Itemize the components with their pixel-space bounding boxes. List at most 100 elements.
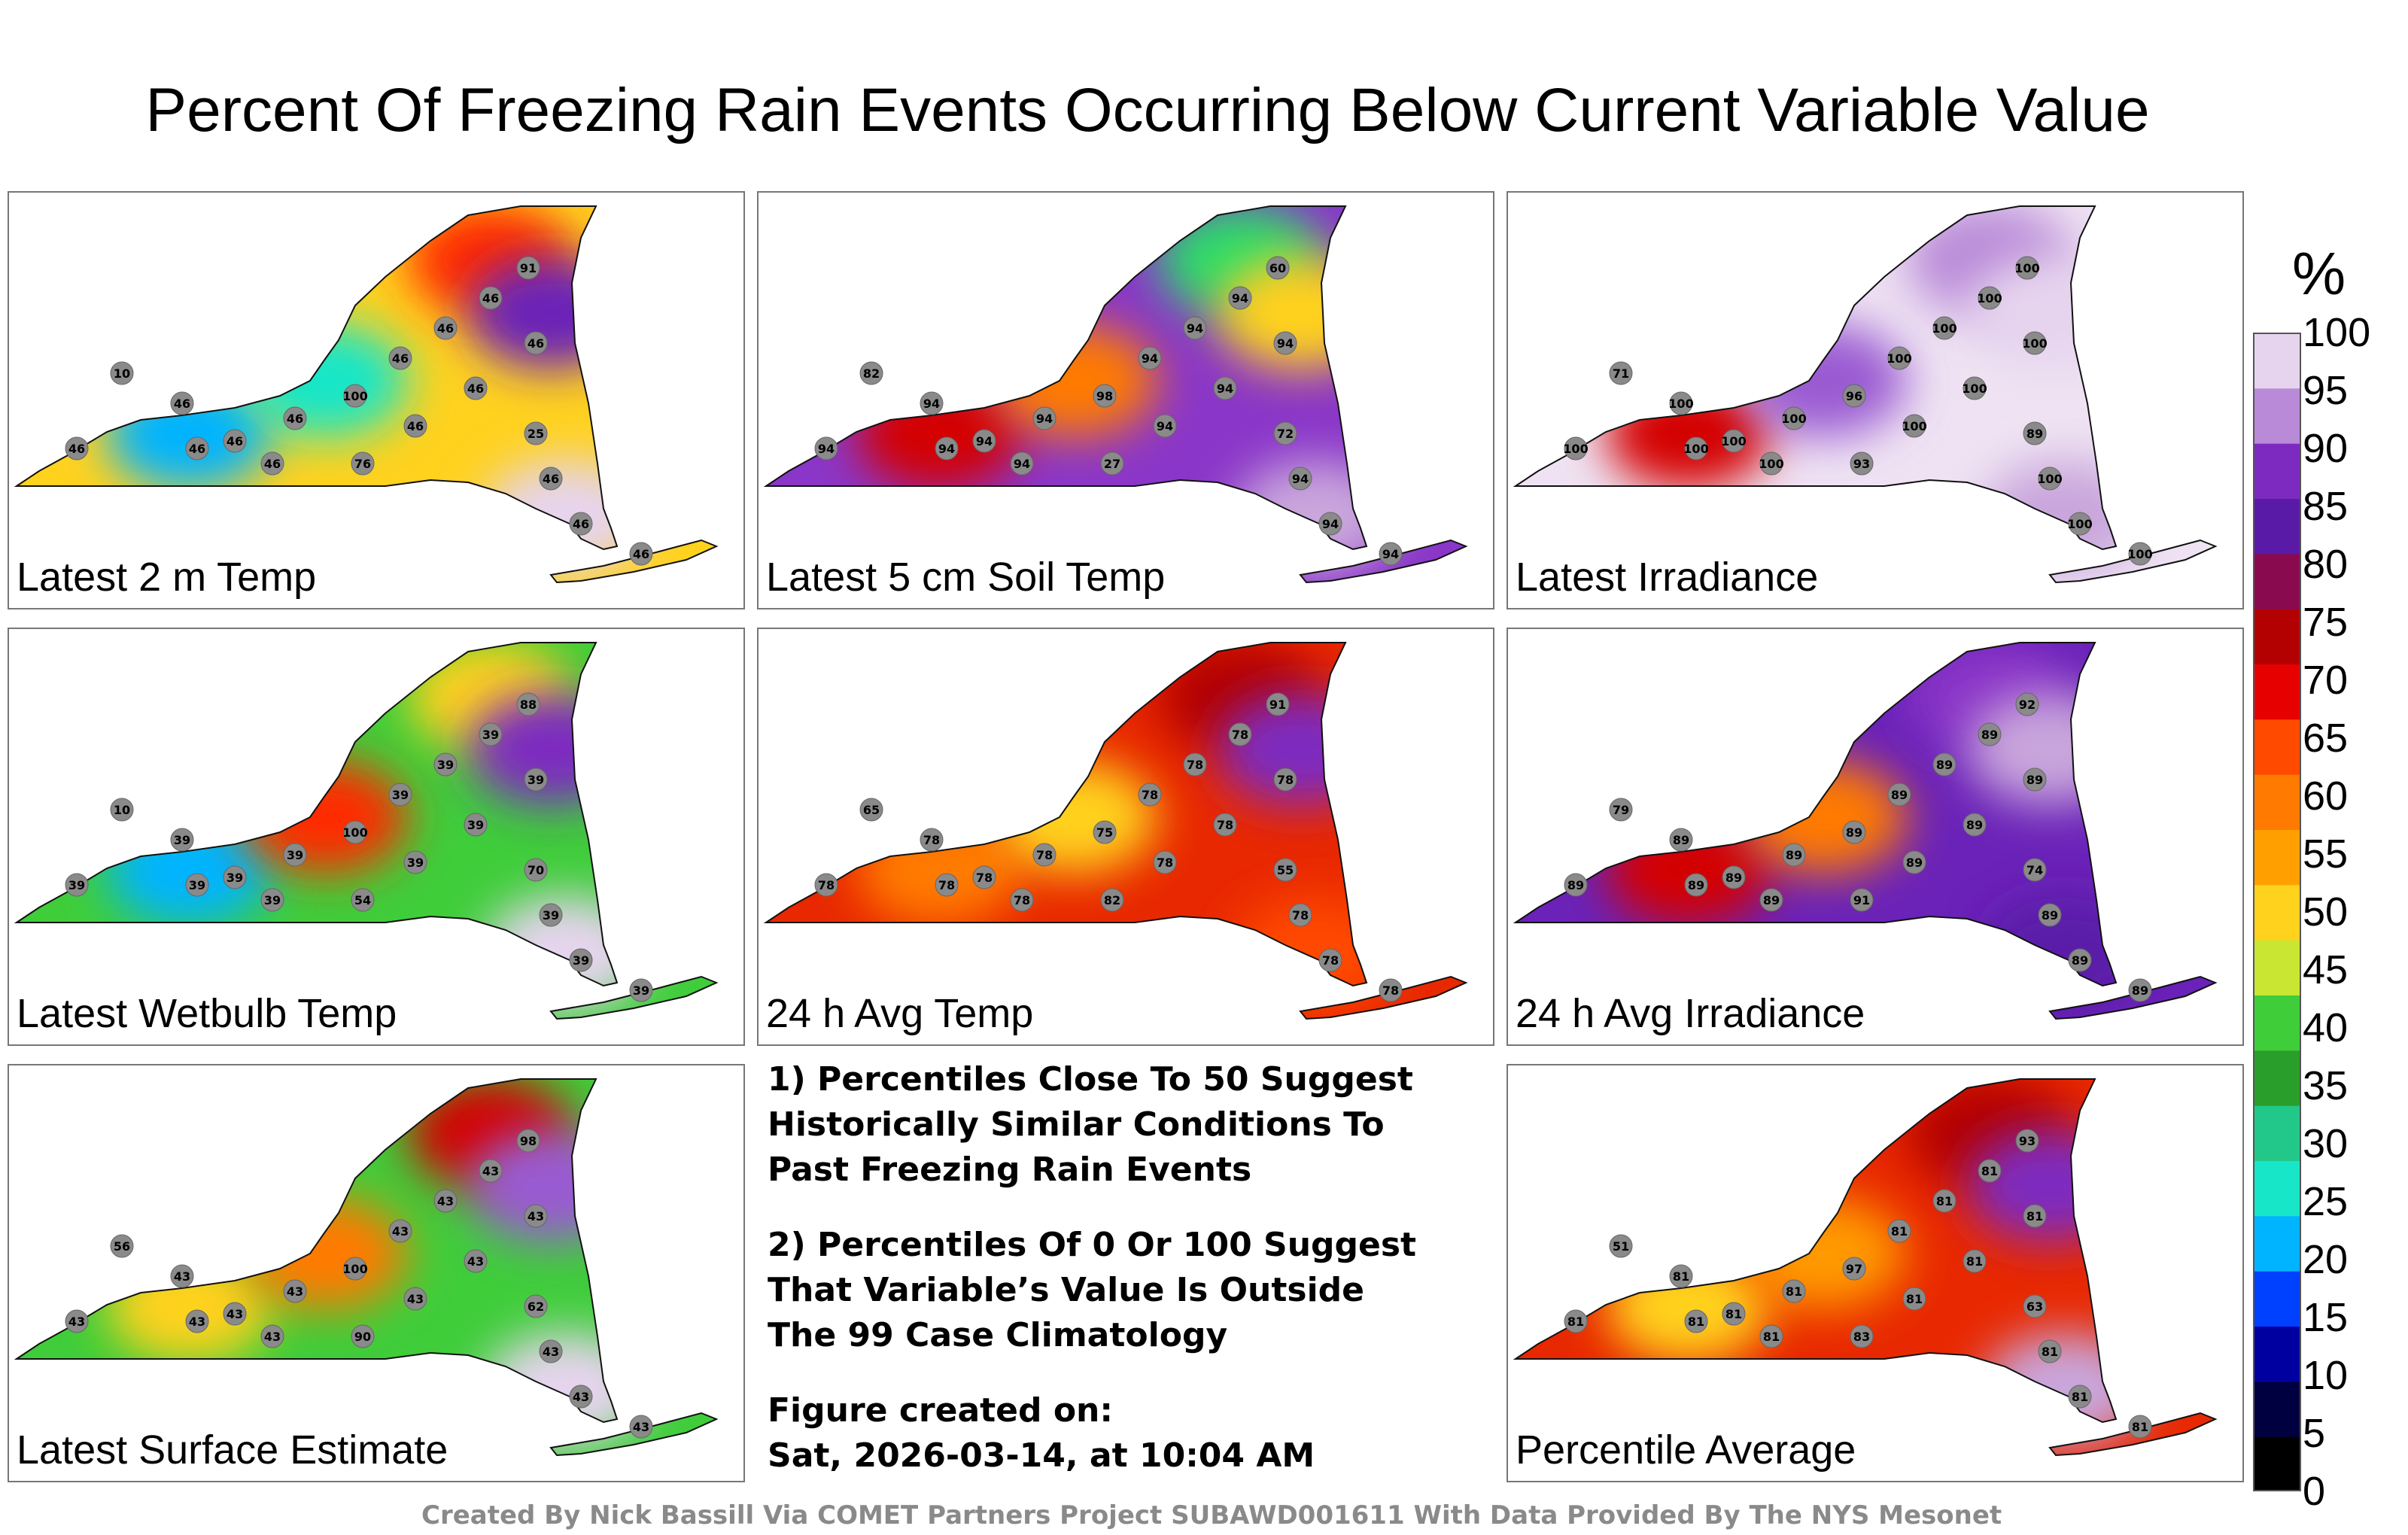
station-marker: [110, 798, 134, 822]
station-value: 81: [1673, 1269, 1689, 1284]
station-value: 46: [467, 381, 484, 396]
station-value: 100: [1932, 321, 1956, 336]
station-marker: [524, 1204, 548, 1228]
colorbar-tick-label: 65: [2303, 716, 2349, 761]
station-marker: [283, 843, 307, 867]
station-marker: [283, 406, 307, 430]
colorbar-tick-label: 5: [2303, 1411, 2326, 1456]
station-marker: [65, 436, 89, 460]
station-marker: [539, 903, 563, 927]
station-marker: [1932, 1189, 1956, 1213]
station-value: 98: [520, 1134, 537, 1148]
panel-label: 24 h Avg Temp: [766, 991, 1034, 1036]
station-marker: [1887, 1219, 1911, 1243]
station-marker: [283, 1279, 307, 1303]
station-marker: [2128, 1415, 2152, 1439]
colorbar-swatch: [2253, 774, 2301, 830]
colorbar-swatch: [2253, 498, 2301, 555]
panel-label: Latest Surface Estimate: [17, 1427, 448, 1473]
station-marker: [859, 361, 883, 385]
station-marker: [351, 1324, 375, 1348]
colorbar-swatch: [2253, 1270, 2301, 1327]
field-blob: [856, 813, 1022, 926]
station-value: 78: [1382, 983, 1399, 998]
station-marker: [2015, 1129, 2039, 1153]
station-marker: [814, 873, 838, 897]
station-value: 100: [2127, 547, 2152, 561]
station-marker: [1842, 384, 1866, 408]
station-value: 94: [1157, 419, 1173, 433]
station-value: 97: [1846, 1262, 1862, 1276]
station-value: 43: [189, 1315, 205, 1329]
colorbar-tick-label: 30: [2303, 1121, 2349, 1166]
field-blob: [992, 761, 1157, 874]
panel-label: Latest 5 cm Soil Temp: [766, 555, 1166, 600]
panel-latest-irradiance: 71 100 100 100 96 100 100 100 100 100 100 100 93 100 1…: [1507, 191, 2244, 609]
station-marker: [433, 752, 458, 777]
station-value: 89: [2026, 427, 2043, 441]
station-marker: [1032, 406, 1057, 430]
station-marker: [464, 1249, 488, 1273]
station-value: 94: [1382, 547, 1399, 561]
station-marker: [2023, 768, 2047, 792]
station-marker: [260, 451, 284, 476]
station-marker: [351, 451, 375, 476]
station-marker: [1669, 1264, 1693, 1288]
station-marker: [1266, 692, 1290, 716]
station-value: 81: [1966, 1254, 1983, 1269]
station-marker: [1722, 429, 1746, 453]
created-info: Figure created on: Sat, 2026-03-14, at 1…: [768, 1388, 1475, 1479]
station-value: 46: [227, 434, 243, 448]
field-blob: [242, 761, 408, 874]
station-marker: [464, 813, 488, 837]
station-marker: [569, 512, 593, 536]
station-value: 51: [1613, 1239, 1629, 1254]
colorbar-tick-label: 60: [2303, 774, 2349, 819]
station-value: 94: [923, 397, 940, 411]
station-value: 90: [354, 1330, 371, 1344]
station-value: 94: [1036, 412, 1053, 426]
credit-line: Created By Nick Bassill Via COMET Partne…: [421, 1500, 2002, 1530]
field-blob: [483, 460, 649, 573]
station-value: 43: [573, 1390, 589, 1404]
colorbar-swatch: [2253, 1105, 2301, 1161]
station-value: 94: [1187, 321, 1203, 336]
station-value: 43: [68, 1315, 85, 1329]
notes-block: 1) Percentiles Close To 50 Suggest Histo…: [768, 1057, 1475, 1509]
panel-24h-avg-irradiance: 79 89 89 89 89 89 89 89 92 89 89 89 91 89 89 89 74 89 89 89…: [1507, 628, 2244, 1046]
note-line: Past Freezing Rain Events: [768, 1150, 1252, 1189]
station-value: 78: [1322, 953, 1339, 968]
colorbar-swatch: [2253, 388, 2301, 444]
station-value: 76: [354, 457, 371, 471]
station-marker: [2023, 421, 2047, 445]
station-marker: [1782, 406, 1806, 430]
station-value: 78: [818, 878, 835, 892]
figure-title: Percent Of Freezing Rain Events Occurrin…: [145, 76, 2150, 144]
station-marker: [1273, 768, 1297, 792]
station-value: 43: [174, 1269, 190, 1284]
station-value: 39: [543, 908, 559, 923]
station-marker: [2068, 948, 2092, 972]
colorbar-swatch: [2253, 1326, 2301, 1382]
station-value: 91: [1853, 893, 1870, 907]
station-marker: [972, 865, 996, 889]
colorbar-swatch: [2253, 829, 2301, 886]
station-value: 93: [2019, 1134, 2036, 1148]
station-marker: [569, 1385, 593, 1409]
station-value: 100: [2067, 517, 2092, 531]
station-marker: [1318, 512, 1342, 536]
colorbar-tick-label: 55: [2303, 831, 2349, 877]
station-value: 100: [1668, 397, 1693, 411]
field-blob: [483, 1333, 649, 1445]
field-blob: [1741, 761, 1907, 874]
field-blob: [1967, 1129, 2133, 1242]
field-blob: [107, 377, 272, 490]
station-value: 55: [1277, 863, 1294, 877]
note-line: 2) Percentiles Of 0 Or 100 Suggest: [768, 1226, 1417, 1264]
station-marker: [1153, 850, 1177, 874]
station-marker: [524, 421, 548, 445]
station-marker: [920, 391, 944, 415]
station-value: 100: [1781, 412, 1806, 426]
station-value: 65: [863, 803, 880, 817]
station-marker: [516, 256, 540, 280]
